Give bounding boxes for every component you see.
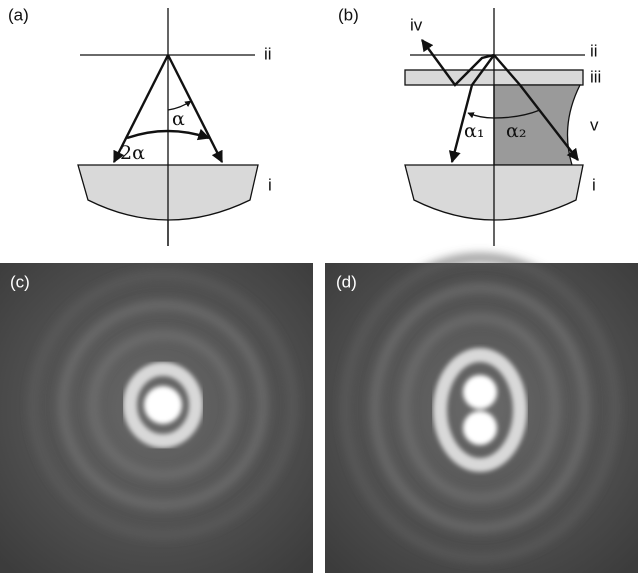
angle-label: α₁ (464, 120, 484, 142)
panel-d: (d) (325, 258, 638, 573)
figure: (a) α 2α ii i (b) iv ii iii v i α₁ α₂ (c… (0, 0, 638, 573)
panel-a: (a) α 2α ii i (8, 5, 272, 246)
page: {"panels": [ {"label": "(a)", "annotatio… (0, 0, 638, 573)
annotation: i (268, 175, 272, 194)
panel-label: (d) (336, 272, 357, 291)
panel-b: (b) iv ii iii v i α₁ α₂ (338, 5, 601, 246)
angle-label: α (172, 108, 185, 130)
angle-label: α₂ (506, 120, 526, 142)
panel-label: (c) (10, 272, 30, 291)
annotation: iii (590, 67, 601, 86)
angle-label: 2α (120, 142, 145, 164)
annotation: iv (410, 15, 423, 34)
annotation: i (592, 175, 596, 194)
annotation: v (590, 115, 599, 134)
panel-label: (a) (8, 5, 29, 24)
angle-arc (468, 113, 494, 118)
annotation: ii (590, 41, 598, 60)
panel-label: (b) (338, 5, 359, 24)
annotation: ii (264, 44, 272, 63)
panel-c: (c) (0, 263, 313, 573)
